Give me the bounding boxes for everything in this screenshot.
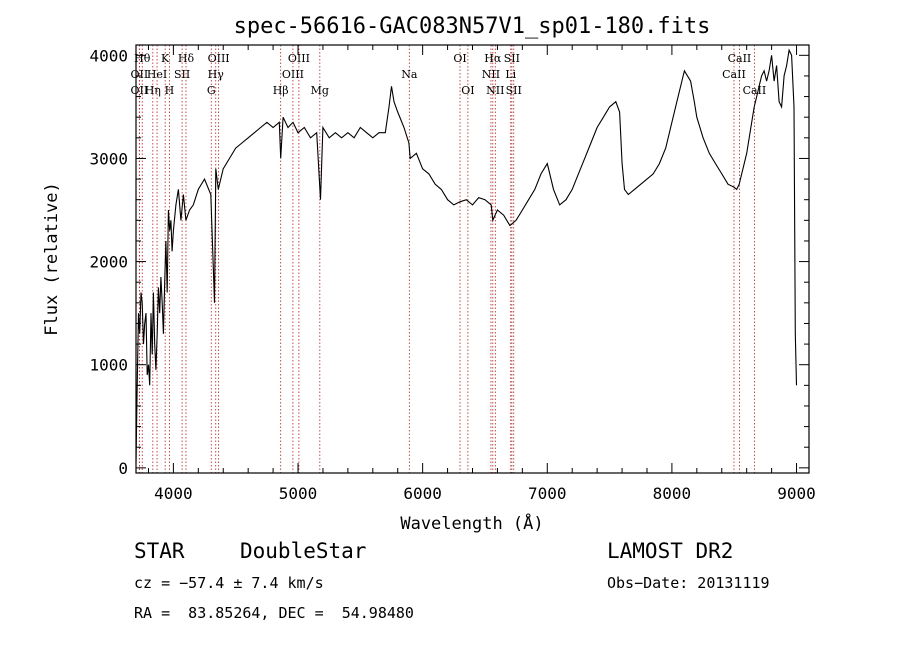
line-label-6: H (165, 84, 175, 97)
survey-name: LAMOST DR2 (607, 539, 734, 563)
line-label-17: OI (453, 52, 466, 65)
y-tick-label-2: 2000 (89, 253, 128, 272)
y-axis-ticks: 0 1000 2000 3000 4000 (89, 46, 809, 478)
object-class: STAR (134, 539, 185, 563)
line-label-3: Hη (145, 84, 161, 97)
x-tick-label-4: 8000 (653, 484, 692, 503)
y-tick-label-4: 4000 (89, 46, 128, 65)
line-label-1: OII (131, 68, 149, 81)
plot-frame (135, 44, 810, 474)
object-subclass: DoubleStar (240, 539, 367, 563)
x-axis-label: Wavelength (Å) (400, 512, 543, 534)
line-label-21: NII (486, 84, 504, 97)
chart-title: spec-56616-GAC083N57V1_sp01-180.fits (234, 14, 711, 39)
line-label-14: OIII (288, 52, 310, 65)
x-tick-label-0: 4000 (154, 484, 193, 503)
line-label-23: SII (504, 52, 520, 65)
x-tick-label-2: 6000 (403, 484, 442, 503)
line-label-26: CaII (728, 52, 752, 65)
line-label-16: Na (401, 68, 418, 81)
y-axis-label: Flux (relative) (42, 182, 62, 336)
coordinates: RA = 83.85264, DEC = 54.98480 (134, 604, 414, 622)
line-label-12: Hβ (273, 84, 289, 97)
line-label-19: NII (482, 68, 500, 81)
x-tick-label-5: 9000 (777, 484, 816, 503)
line-label-15: Mg (311, 84, 329, 97)
line-label-11: OIII (208, 52, 230, 65)
line-label-2: OII (131, 84, 149, 97)
line-label-25: CaII (722, 68, 746, 81)
x-tick-label-1: 5000 (279, 484, 318, 503)
line-label-4: HeI (147, 68, 167, 81)
redshift-cz: cz = −57.4 ± 7.4 km/s (134, 574, 324, 592)
y-tick-label-0: 0 (118, 459, 128, 478)
line-label-18: OI (461, 84, 474, 97)
x-tick-label-3: 7000 (528, 484, 567, 503)
line-label-10: Hγ (208, 68, 225, 81)
line-label-7: SII (174, 68, 190, 81)
line-label-24: SII (506, 84, 522, 97)
observation-date: Obs−Date: 20131119 (607, 574, 770, 592)
spectrum-line (135, 48, 798, 463)
line-label-9: G (207, 84, 216, 97)
line-label-8: Hδ (178, 52, 195, 65)
line-label-27: CaII (743, 84, 767, 97)
x-axis-ticks: 4000 5000 6000 7000 8000 9000 (147, 45, 816, 503)
y-tick-label-1: 1000 (89, 356, 128, 375)
line-label-20: Hα (484, 52, 502, 65)
spectral-line-markers (138, 45, 755, 473)
line-label-13: OIII (282, 68, 304, 81)
line-label-0: Hθ (134, 52, 151, 65)
spectral-line-labels: HθOIIOIIHηHeIKHSIIHδGHγOIIIHβOIIIOIIIMgN… (131, 52, 767, 97)
line-label-22: Li (505, 68, 516, 81)
y-tick-label-3: 3000 (89, 149, 128, 168)
line-label-5: K (161, 52, 170, 65)
